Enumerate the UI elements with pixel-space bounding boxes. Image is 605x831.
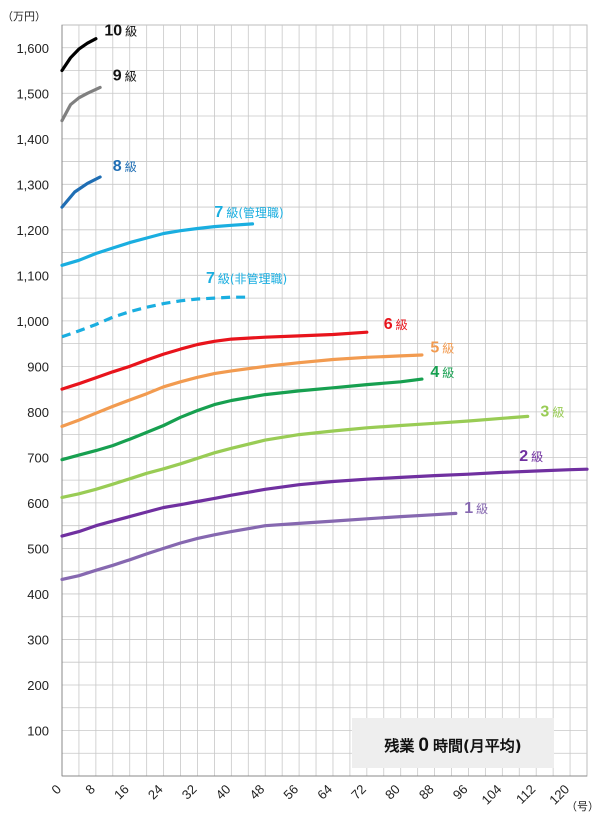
- y-tick-label: 1,300: [16, 177, 49, 192]
- overtime-note: 残業 0 時間(月平均): [352, 718, 554, 768]
- series-label: 7 級(管理職): [214, 204, 283, 221]
- series-line-3級: [60, 414, 530, 499]
- x-tick-label: 24: [145, 782, 166, 803]
- x-tick-label: 40: [213, 782, 234, 803]
- y-tick-label: 500: [27, 541, 49, 556]
- series-line-9級: [60, 85, 102, 123]
- y-tick-label: 1,000: [16, 314, 49, 329]
- series-line-7級(非管理職): [61, 295, 249, 339]
- x-tick-label: 0: [48, 782, 64, 798]
- series-labels: 10 級 9 級 8 級 7 級(管理職) 7 級(非管理職) 6 級 5 級 4 級 3 級 2 級 1 級: [104, 22, 564, 516]
- x-tick-label: 16: [111, 782, 132, 803]
- series-line-10級: [60, 37, 98, 73]
- y-tick-label: 700: [27, 450, 49, 465]
- series-label: 10 級: [104, 22, 137, 39]
- x-axis-unit: （号）: [566, 800, 599, 813]
- series-line-6級: [60, 330, 369, 391]
- x-tick-label: 104: [478, 782, 504, 808]
- x-tick-labels: 0 8 16 24 32 40 48 56 64 72 80 88 96 104 112 120: [48, 782, 572, 808]
- y-tick-label: 600: [27, 496, 49, 511]
- x-tick-label: 32: [179, 782, 200, 803]
- x-tick-label: 88: [416, 782, 437, 803]
- series-lines: [60, 37, 589, 581]
- y-tick-label: 900: [27, 359, 49, 374]
- x-tick-label: 96: [450, 782, 471, 803]
- plot-frame: [61, 24, 588, 777]
- series-line-8級: [60, 175, 102, 209]
- series-line-4級: [60, 377, 424, 462]
- y-tick-label: 800: [27, 405, 49, 420]
- y-tick-label: 1,600: [16, 41, 49, 56]
- y-tick-label: 1,500: [16, 86, 49, 101]
- y-tick-label: 100: [27, 723, 49, 738]
- series-line-2級: [60, 467, 589, 538]
- note-text: 残業 0 時間(月平均): [384, 735, 521, 756]
- y-tick-label: 400: [27, 587, 49, 602]
- x-tick-label: 48: [247, 782, 268, 803]
- x-tick-label: 80: [382, 782, 403, 803]
- note-box: [352, 718, 554, 768]
- series-line-1級: [60, 511, 458, 581]
- gridlines: [61, 24, 588, 777]
- y-tick-label: 200: [27, 678, 49, 693]
- axes: [61, 25, 587, 777]
- y-tick-label: 1,100: [16, 268, 49, 283]
- series-label: 7 級(非管理職): [206, 270, 287, 287]
- x-tick-label: 8: [82, 782, 98, 798]
- y-tick-label: 1,400: [16, 132, 49, 147]
- series-line-7級(管理職): [60, 222, 255, 267]
- y-tick-labels: 100 200 300 400 500 600 700 800 900 1,000 1,100 1,2…: [16, 41, 49, 739]
- y-tick-label: 300: [27, 632, 49, 647]
- x-tick-label: 72: [348, 782, 369, 803]
- x-tick-label: 56: [280, 782, 301, 803]
- series-line-5級: [60, 353, 424, 428]
- y-axis-unit: （万円）: [2, 10, 46, 23]
- x-tick-label: 64: [314, 782, 335, 803]
- y-tick-label: 1,200: [16, 223, 49, 238]
- x-tick-label: 112: [513, 782, 538, 807]
